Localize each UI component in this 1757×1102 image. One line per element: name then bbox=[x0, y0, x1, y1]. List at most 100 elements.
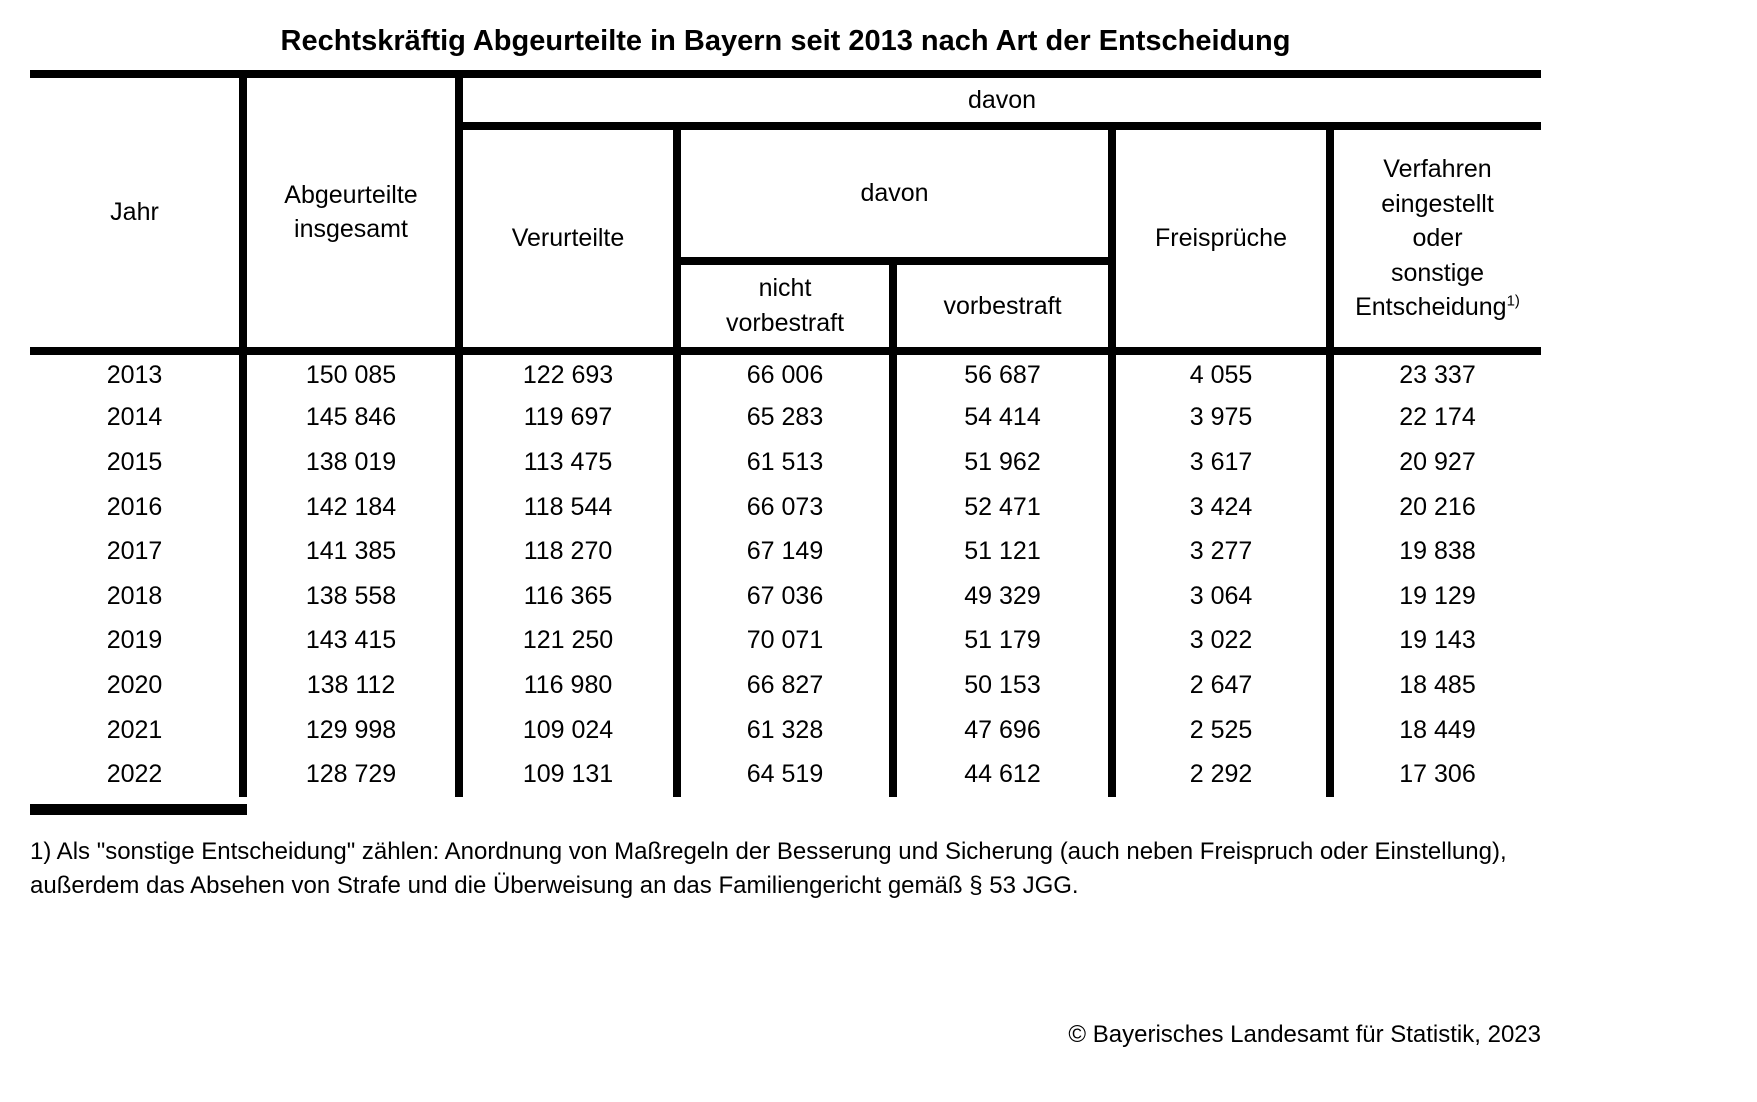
cell-total-adjudicated: 142 184 bbox=[239, 484, 459, 530]
cell-proceedings-discontinued: 20 216 bbox=[1325, 484, 1542, 530]
cell-convicted: 122 693 bbox=[455, 346, 677, 396]
cell-acquittals: 4 055 bbox=[1108, 346, 1330, 396]
table-row: 2019 143 415 121 250 70 071 51 179 3 022 19 14… bbox=[30, 618, 1542, 663]
cell-previously-convicted: 54 414 bbox=[889, 395, 1112, 440]
cell-total-adjudicated: 150 085 bbox=[239, 346, 459, 396]
cell-not-previously-convicted: 61 328 bbox=[673, 707, 893, 753]
cell-proceedings-discontinued: 23 337 bbox=[1325, 346, 1542, 396]
table-row: 2021 129 998 109 024 61 328 47 696 2 525 18 44… bbox=[30, 707, 1542, 753]
cell-convicted: 118 270 bbox=[455, 529, 677, 574]
header-davon-outer: davon bbox=[454, 73, 1542, 130]
cell-convicted: 116 365 bbox=[455, 573, 677, 619]
cell-acquittals: 3 277 bbox=[1108, 529, 1330, 574]
cell-proceedings-discontinued: 19 838 bbox=[1325, 529, 1542, 574]
cell-not-previously-convicted: 70 071 bbox=[673, 618, 893, 663]
cell-total-adjudicated: 138 112 bbox=[239, 662, 459, 708]
cell-year: 2014 bbox=[106, 403, 163, 432]
page-title: Rechtskräftig Abgeurteilte in Bayern sei… bbox=[280, 25, 1291, 57]
header-jahr: Jahr bbox=[110, 198, 159, 227]
header-row-middle: Verurteilte davon Freisprüche Verfahren … bbox=[30, 125, 1542, 351]
cell-convicted: 116 980 bbox=[455, 662, 677, 708]
table-row: 2020 138 112 116 980 66 827 50 153 2 647 18 48… bbox=[30, 662, 1542, 708]
cell-year: 2013 bbox=[30, 346, 243, 396]
cell-total-adjudicated: 143 415 bbox=[239, 618, 459, 663]
cell-year: 2017 bbox=[106, 537, 163, 566]
cell-proceedings-discontinued: 20 927 bbox=[1325, 439, 1542, 485]
cell-proceedings-discontinued: 17 306 bbox=[1325, 752, 1542, 797]
cell-proceedings-discontinued: 22 174 bbox=[1325, 395, 1542, 440]
adjudicated-statistics-table: Jahr Abgeurteilte insgesamt davon Verurt… bbox=[30, 69, 1542, 797]
cell-total-adjudicated: 138 019 bbox=[239, 439, 459, 485]
header-nicht-vorbestraft: nicht vorbestraft bbox=[673, 260, 893, 351]
cell-year: 2018 bbox=[106, 581, 163, 610]
cell-acquittals: 2 525 bbox=[1108, 707, 1330, 753]
cell-previously-convicted: 51 179 bbox=[889, 618, 1112, 663]
cell-convicted: 119 697 bbox=[455, 395, 677, 440]
cell-proceedings-discontinued: 19 143 bbox=[1325, 618, 1542, 663]
footnote: 1) Als "sonstige Entscheidung" zählen: A… bbox=[30, 837, 1507, 899]
cell-convicted: 109 131 bbox=[455, 752, 677, 797]
header-row-inner: nicht vorbestraft vorbestraft bbox=[30, 260, 1541, 351]
cell-year: 2016 bbox=[106, 492, 163, 521]
page: Rechtskräftig Abgeurteilte in Bayern sei… bbox=[0, 24, 1757, 1049]
cell-not-previously-convicted: 67 149 bbox=[673, 529, 893, 574]
cell-convicted: 109 024 bbox=[455, 707, 677, 753]
cell-acquittals: 2 647 bbox=[1108, 662, 1330, 708]
cell-not-previously-convicted: 66 827 bbox=[673, 662, 893, 708]
table-row: 2016 142 184 118 544 66 073 52 471 3 424 20 21… bbox=[30, 484, 1542, 530]
cell-year: 2020 bbox=[106, 671, 163, 699]
header-verfahren-lastline: Entscheidung1) bbox=[1338, 290, 1541, 325]
header-verurteilte: Verurteilte bbox=[455, 125, 677, 351]
cell-proceedings-discontinued: 19 129 bbox=[1325, 573, 1542, 619]
cell-previously-convicted: 49 329 bbox=[889, 573, 1112, 619]
header-row-outer: Jahr Abgeurteilte insgesamt davon bbox=[30, 73, 1542, 351]
cell-year: 2019 bbox=[106, 626, 163, 655]
cell-total-adjudicated: 129 998 bbox=[239, 707, 459, 753]
cell-proceedings-discontinued: 18 485 bbox=[1325, 662, 1542, 708]
cell-year: 2021 bbox=[106, 715, 163, 744]
cell-not-previously-convicted: 64 519 bbox=[673, 752, 893, 797]
cell-not-previously-convicted: 66 006 bbox=[673, 346, 893, 396]
cell-previously-convicted: 51 962 bbox=[889, 439, 1112, 485]
header-vorbestraft: vorbestraft bbox=[889, 260, 1112, 351]
header-davon-inner: davon bbox=[673, 125, 1112, 265]
cell-convicted: 118 544 bbox=[455, 484, 677, 530]
jahr-column-end-rule bbox=[30, 803, 247, 815]
cell-year: 2022 bbox=[106, 760, 163, 789]
table-row: 2018 138 558 116 365 67 036 49 329 3 064 19 12… bbox=[30, 573, 1542, 619]
table-row: 2017 141 385 118 270 67 149 51 121 3 277 19 83… bbox=[30, 529, 1542, 574]
cell-total-adjudicated: 128 729 bbox=[239, 752, 459, 797]
table-row: 2014 145 846 119 697 65 283 54 414 3 975 22 17… bbox=[30, 395, 1542, 440]
cell-previously-convicted: 52 471 bbox=[889, 484, 1112, 530]
cell-not-previously-convicted: 61 513 bbox=[673, 439, 893, 485]
cell-not-previously-convicted: 66 073 bbox=[673, 484, 893, 530]
table-row: 2013 150 085 122 693 66 006 56 687 4 055 23 33… bbox=[30, 346, 1542, 396]
cell-proceedings-discontinued: 18 449 bbox=[1325, 707, 1542, 753]
table-row: 2022 128 729 109 131 64 519 44 612 2 292 17 30… bbox=[30, 752, 1542, 797]
header-verfahren-eingestellt: Verfahren eingestellt oder sonstige Ents… bbox=[1325, 125, 1542, 351]
cell-previously-convicted: 51 121 bbox=[889, 529, 1112, 574]
header-verfahren-entscheidung: Entscheidung bbox=[1355, 293, 1507, 322]
header-abgeurteilte-insgesamt: Abgeurteilte insgesamt bbox=[239, 73, 459, 351]
cell-not-previously-convicted: 65 283 bbox=[673, 395, 893, 440]
cell-previously-convicted: 44 612 bbox=[889, 752, 1112, 797]
cell-total-adjudicated: 145 846 bbox=[239, 395, 459, 440]
cell-total-adjudicated: 141 385 bbox=[239, 529, 459, 574]
cell-acquittals: 3 424 bbox=[1108, 484, 1330, 530]
table-header: Jahr Abgeurteilte insgesamt davon Verurt… bbox=[30, 73, 1542, 351]
cell-acquittals: 2 292 bbox=[1108, 752, 1330, 797]
cell-acquittals: 3 975 bbox=[1108, 395, 1330, 440]
cell-not-previously-convicted: 67 036 bbox=[673, 573, 893, 619]
cell-year: 2015 bbox=[106, 448, 163, 477]
cell-total-adjudicated: 138 558 bbox=[239, 573, 459, 619]
cell-convicted: 113 475 bbox=[455, 439, 677, 485]
source-copyright: © Bayerisches Landesamt für Statistik, 2… bbox=[1068, 1020, 1541, 1048]
cell-previously-convicted: 56 687 bbox=[889, 346, 1112, 396]
cell-acquittals: 3 064 bbox=[1108, 573, 1330, 619]
footnote-marker: 1) bbox=[1506, 292, 1520, 310]
table-row: 2015 138 019 113 475 61 513 51 962 3 617 20 92… bbox=[30, 439, 1542, 485]
cell-acquittals: 3 617 bbox=[1108, 439, 1330, 485]
header-verfahren-lines: Verfahren eingestellt oder sonstige bbox=[1381, 155, 1494, 287]
table-body: 2013 150 085 122 693 66 006 56 687 4 055 23 33… bbox=[30, 346, 1542, 797]
cell-previously-convicted: 50 153 bbox=[889, 662, 1112, 708]
